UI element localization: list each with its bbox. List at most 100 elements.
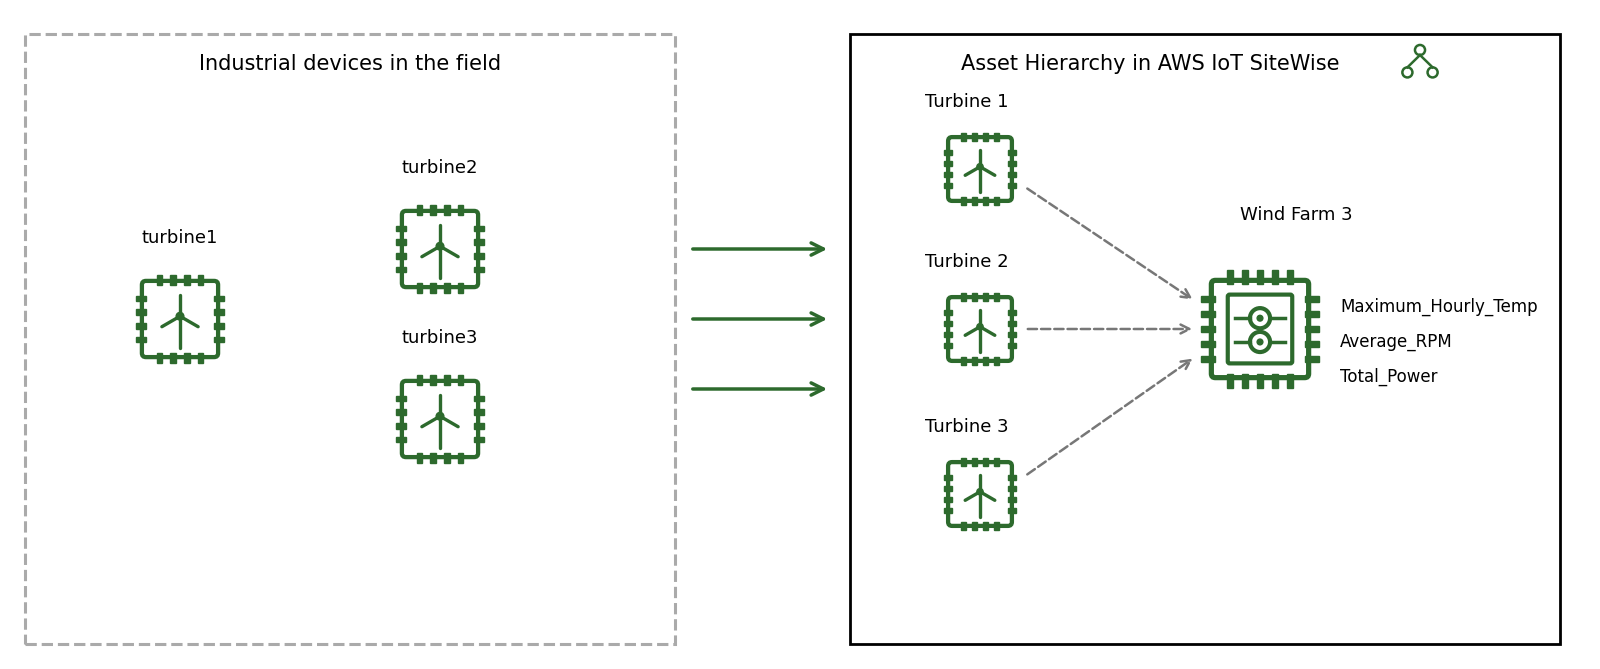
Bar	[995, 293, 998, 301]
Bar	[962, 458, 965, 466]
Bar	[214, 296, 224, 301]
Circle shape	[978, 324, 982, 330]
Bar	[474, 409, 485, 415]
Bar	[1304, 341, 1318, 347]
Bar	[171, 275, 176, 285]
Bar	[973, 522, 976, 530]
Bar	[1008, 486, 1016, 490]
Bar	[1008, 150, 1016, 155]
FancyBboxPatch shape	[26, 34, 675, 644]
FancyBboxPatch shape	[402, 381, 478, 457]
Bar	[474, 423, 485, 429]
FancyBboxPatch shape	[1211, 280, 1309, 377]
Bar	[416, 375, 422, 385]
Bar	[458, 375, 464, 385]
Bar	[1008, 508, 1016, 513]
Bar	[995, 133, 998, 141]
Bar	[445, 375, 450, 385]
Bar	[1008, 161, 1016, 166]
Bar	[171, 353, 176, 363]
Bar	[397, 409, 406, 415]
Bar	[474, 226, 485, 231]
Bar	[944, 508, 952, 513]
Text: turbine2: turbine2	[402, 159, 478, 177]
Bar	[944, 310, 952, 314]
Bar	[136, 296, 146, 301]
FancyBboxPatch shape	[949, 297, 1011, 361]
Bar	[984, 458, 987, 466]
Bar	[962, 133, 965, 141]
Text: Industrial devices in the field: Industrial devices in the field	[198, 54, 501, 74]
Bar	[474, 437, 485, 442]
Bar	[445, 453, 450, 463]
Text: Turbine 1: Turbine 1	[925, 93, 1008, 111]
Bar	[474, 240, 485, 245]
Bar	[416, 205, 422, 215]
Bar	[984, 522, 987, 530]
Bar	[944, 150, 952, 155]
Bar	[995, 197, 998, 205]
Bar	[1286, 374, 1293, 388]
Bar	[198, 353, 203, 363]
Bar	[1008, 497, 1016, 502]
Bar	[1008, 475, 1016, 480]
Circle shape	[1258, 339, 1262, 345]
Bar	[944, 475, 952, 480]
Text: Asset Hierarchy in AWS IoT SiteWise: Asset Hierarchy in AWS IoT SiteWise	[960, 54, 1339, 74]
Bar	[458, 453, 464, 463]
Bar	[474, 396, 485, 401]
Bar	[1304, 326, 1318, 332]
Bar	[198, 275, 203, 285]
Text: Wind Farm 3: Wind Farm 3	[1240, 206, 1352, 224]
Bar	[944, 173, 952, 177]
Bar	[944, 343, 952, 348]
FancyBboxPatch shape	[402, 211, 478, 287]
Bar	[962, 197, 965, 205]
Bar	[944, 332, 952, 337]
Bar	[984, 133, 987, 141]
Bar	[1008, 183, 1016, 188]
Bar	[184, 353, 189, 363]
Bar	[1008, 343, 1016, 348]
Bar	[944, 497, 952, 502]
Bar	[430, 283, 435, 293]
Bar	[397, 226, 406, 231]
Bar	[157, 275, 162, 285]
Circle shape	[176, 312, 184, 320]
FancyBboxPatch shape	[949, 462, 1011, 526]
Bar	[397, 423, 406, 429]
Bar	[962, 522, 965, 530]
Bar	[430, 453, 435, 463]
Circle shape	[1258, 315, 1262, 321]
Bar	[1286, 270, 1293, 284]
Bar	[184, 275, 189, 285]
Bar	[1202, 355, 1216, 362]
Bar	[973, 458, 976, 466]
Text: turbine1: turbine1	[142, 229, 218, 247]
Bar	[995, 357, 998, 365]
Bar	[458, 205, 464, 215]
Bar	[416, 453, 422, 463]
Bar	[1008, 321, 1016, 326]
Bar	[416, 283, 422, 293]
Bar	[430, 375, 435, 385]
Bar	[1304, 311, 1318, 317]
Bar	[157, 353, 162, 363]
Bar	[214, 310, 224, 315]
Bar	[995, 522, 998, 530]
Bar	[474, 253, 485, 259]
FancyBboxPatch shape	[1227, 294, 1293, 363]
Bar	[944, 183, 952, 188]
Bar	[397, 240, 406, 245]
Circle shape	[978, 488, 982, 495]
Circle shape	[978, 164, 982, 170]
Bar	[397, 396, 406, 401]
Bar	[1256, 374, 1264, 388]
Bar	[984, 357, 987, 365]
Text: Turbine 2: Turbine 2	[925, 253, 1008, 271]
FancyBboxPatch shape	[949, 137, 1011, 201]
Bar	[1304, 355, 1318, 362]
Circle shape	[437, 412, 443, 420]
Bar	[1256, 270, 1264, 284]
Bar	[474, 267, 485, 272]
